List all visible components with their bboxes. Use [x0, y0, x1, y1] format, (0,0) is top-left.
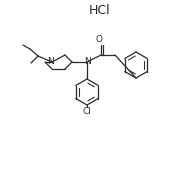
Text: O: O [95, 35, 102, 44]
Text: HCl: HCl [89, 5, 111, 18]
Text: N: N [84, 57, 91, 66]
Text: N: N [48, 57, 54, 66]
Text: Cl: Cl [83, 107, 92, 116]
